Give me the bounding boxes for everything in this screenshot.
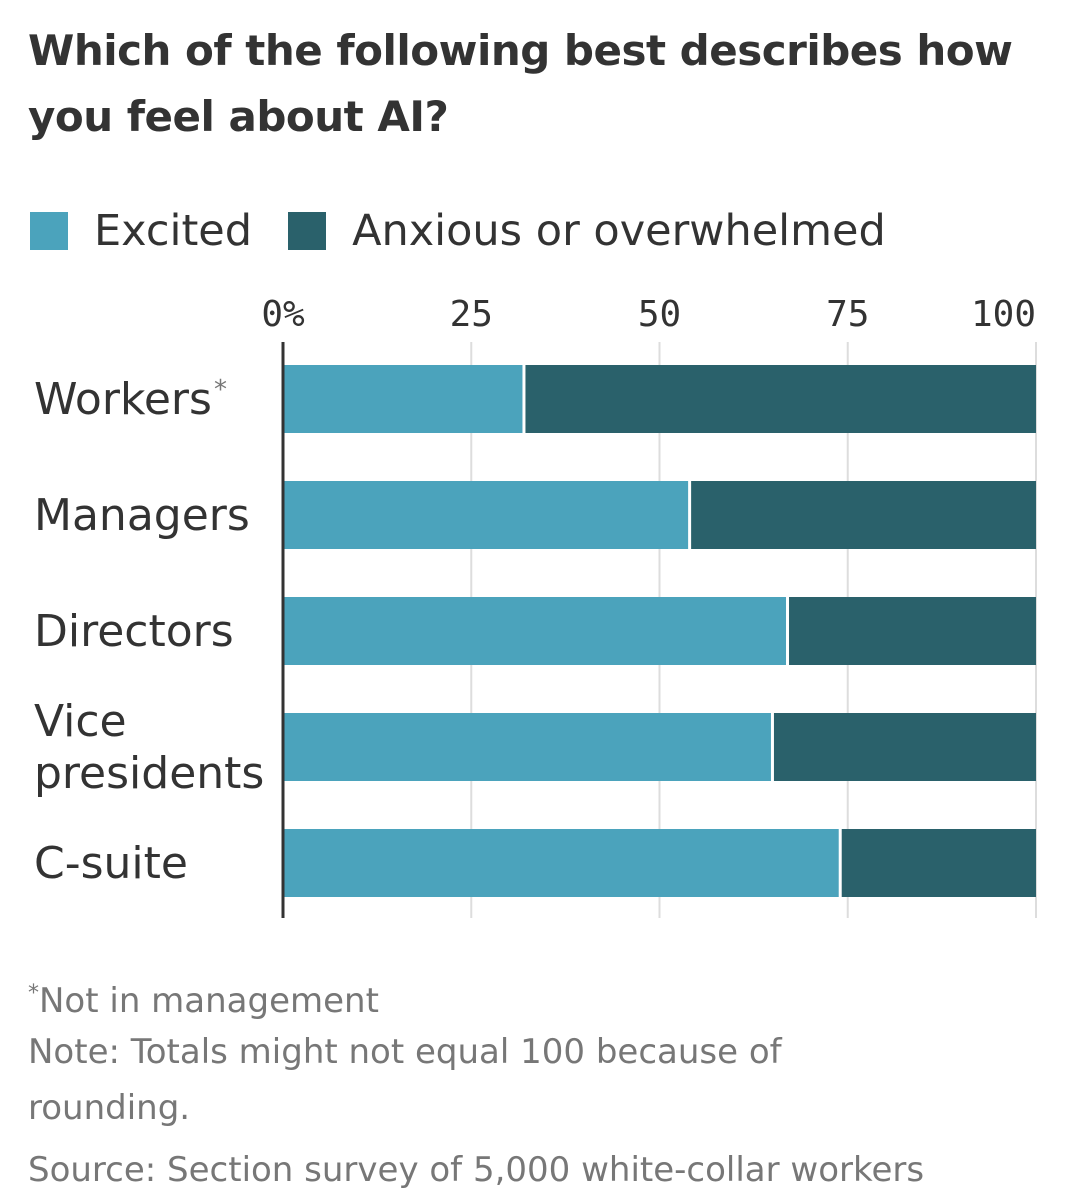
footnote-note-cont: rounding. bbox=[28, 1088, 191, 1128]
legend-item-anxious: Anxious or overwhelmed bbox=[288, 206, 886, 256]
bar-excited-directors bbox=[283, 597, 788, 665]
x-tick-label-50: 50 bbox=[638, 294, 681, 335]
legend-swatch-excited bbox=[30, 212, 68, 250]
bar-excited-workers bbox=[283, 365, 524, 433]
legend-swatch-anxious bbox=[288, 212, 327, 250]
bar-anxious-vice-presidents bbox=[772, 713, 1036, 781]
bar-anxious-workers bbox=[523, 365, 1036, 433]
x-tick-label-75: 75 bbox=[826, 294, 869, 335]
category-label-workers: Workers* bbox=[34, 374, 227, 425]
bar-anxious-managers bbox=[689, 481, 1036, 549]
chart-title: Which of the following best describes ho… bbox=[28, 26, 1013, 141]
footnote-note: Note: Totals might not equal 100 because… bbox=[28, 1032, 782, 1072]
bar-excited-managers bbox=[283, 481, 690, 549]
category-label-managers: Managers bbox=[34, 490, 250, 541]
legend: Excited Anxious or overwhelmed bbox=[30, 203, 922, 259]
category-label-vice-presidents: Vice presidents bbox=[34, 696, 264, 799]
footnote-asterisk-marker: * bbox=[28, 981, 39, 1006]
bar-anxious-directors bbox=[787, 597, 1036, 665]
footnote-asterisk-text: Not in management bbox=[39, 981, 379, 1021]
legend-label-anxious: Anxious or overwhelmed bbox=[352, 206, 886, 256]
x-tick-label-100: 100 bbox=[971, 294, 1036, 335]
bar-excited-vice-presidents bbox=[283, 713, 773, 781]
bar-excited-c-suite bbox=[283, 829, 841, 897]
category-label-directors: Directors bbox=[34, 606, 234, 657]
x-tick-label-25: 25 bbox=[450, 294, 493, 335]
x-tick-label-0: 0% bbox=[261, 294, 305, 335]
legend-label-excited: Excited bbox=[94, 206, 253, 256]
legend-item-excited: Excited bbox=[30, 206, 252, 256]
footnote-source: Source: Section survey of 5,000 white-co… bbox=[28, 1150, 925, 1190]
stacked-bar-chart: 0% 25 50 75 100 Workers* Managers Directors Vice… bbox=[34, 294, 1037, 918]
bar-anxious-c-suite bbox=[840, 829, 1036, 897]
category-label-c-suite: C-suite bbox=[34, 838, 188, 889]
footnote-asterisk: *Not in management bbox=[28, 966, 1058, 1029]
